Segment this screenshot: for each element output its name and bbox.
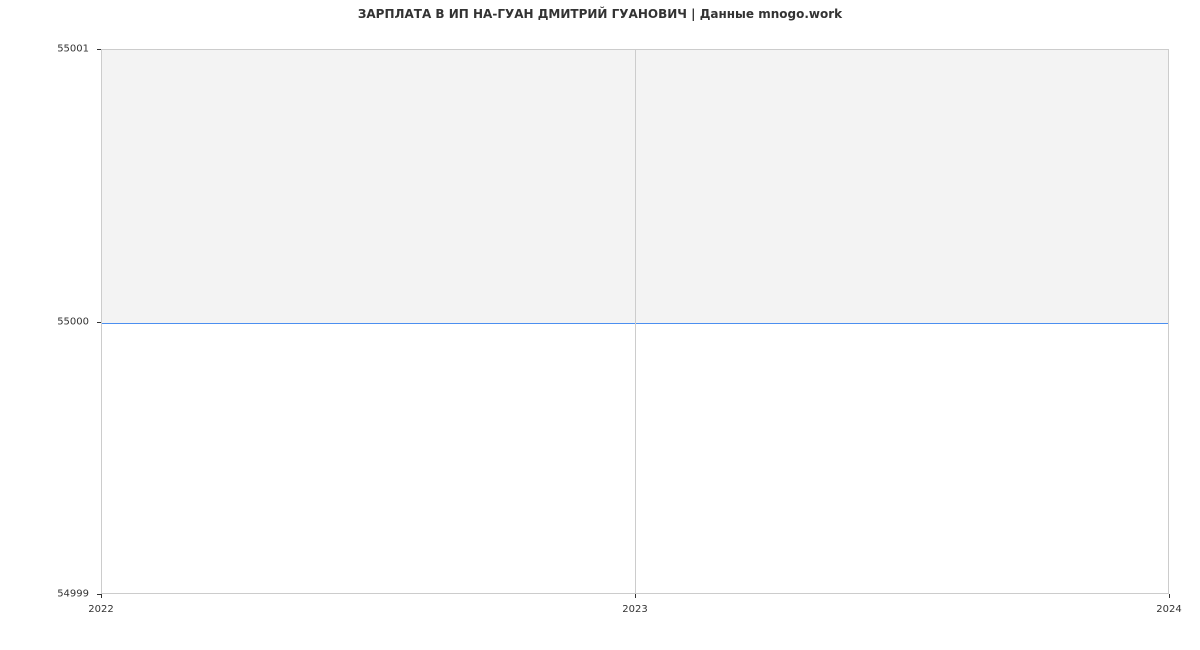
x-gridline xyxy=(635,49,636,594)
x-tick-label: 2022 xyxy=(88,604,113,615)
chart-title: ЗАРПЛАТА В ИП НА-ГУАН ДМИТРИЙ ГУАНОВИЧ |… xyxy=(0,7,1200,21)
y-tick-label: 55001 xyxy=(0,44,89,55)
x-tick-label: 2024 xyxy=(1156,604,1181,615)
x-tick-mark xyxy=(1169,594,1170,598)
x-tick-mark xyxy=(101,594,102,598)
y-tick-mark xyxy=(97,49,101,50)
y-tick-mark xyxy=(97,322,101,323)
y-tick-label: 54999 xyxy=(0,589,89,600)
y-tick-label: 55000 xyxy=(0,316,89,327)
x-tick-label: 2023 xyxy=(622,604,647,615)
x-tick-mark xyxy=(635,594,636,598)
